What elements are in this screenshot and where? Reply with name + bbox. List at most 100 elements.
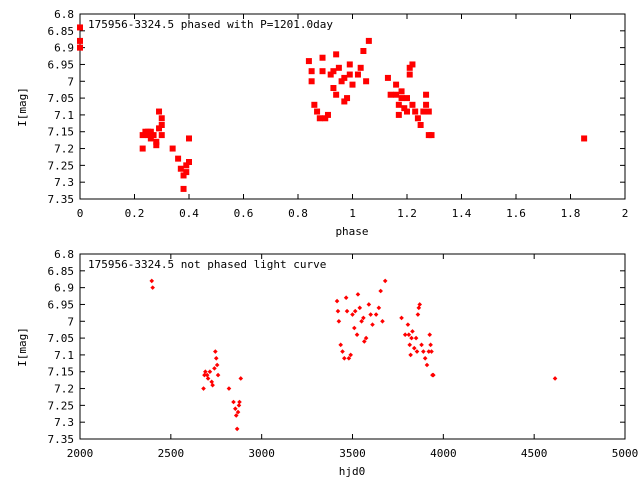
data-point <box>145 132 152 139</box>
data-point <box>350 312 355 317</box>
data-point <box>380 318 385 324</box>
data-point <box>308 78 315 85</box>
data-point <box>384 74 391 81</box>
data-point <box>77 37 83 44</box>
y-tick-label: 7.3 <box>54 176 74 189</box>
data-point <box>362 339 367 344</box>
data-point <box>212 366 217 371</box>
data-point <box>180 185 187 192</box>
y-axis-label: I[mag] <box>16 327 29 367</box>
data-point <box>233 406 238 412</box>
data-point <box>354 71 361 78</box>
data-point <box>234 426 240 432</box>
data-point <box>183 169 190 176</box>
x-tick-label: 1.6 <box>506 207 526 220</box>
data-point <box>423 101 430 108</box>
x-tick-label: 2500 <box>158 447 185 460</box>
data-point <box>419 342 424 348</box>
data-point <box>150 132 157 139</box>
data-point <box>411 345 417 351</box>
y-axis-label: I[mag] <box>16 87 29 127</box>
data-point <box>342 355 347 361</box>
data-point <box>395 101 402 108</box>
data-point <box>429 349 434 354</box>
data-point <box>231 399 236 405</box>
data-point <box>156 108 163 115</box>
data-point <box>214 362 220 368</box>
data-point <box>308 68 315 75</box>
data-point <box>425 108 432 115</box>
data-point <box>408 352 413 358</box>
data-point <box>338 78 345 85</box>
data-point <box>399 315 404 321</box>
data-point <box>343 295 349 301</box>
data-point <box>209 379 215 385</box>
data-point <box>333 91 340 98</box>
data-point <box>426 349 432 354</box>
x-tick-label: 0.6 <box>234 207 254 220</box>
data-point <box>202 372 207 378</box>
data-point <box>357 64 364 71</box>
data-point <box>416 305 422 311</box>
data-point <box>370 322 375 327</box>
data-point <box>333 51 340 58</box>
y-tick-label: 7.1 <box>54 349 74 362</box>
x-tick-label: 3500 <box>339 447 366 460</box>
data-point <box>77 44 83 51</box>
x-axis-label: hjd0 <box>339 465 366 478</box>
data-point <box>149 278 155 284</box>
x-tick-label: 0.8 <box>288 207 308 220</box>
data-point <box>407 342 413 348</box>
data-point <box>393 81 400 88</box>
y-tick-label: 6.9 <box>54 42 74 55</box>
data-point <box>201 386 206 391</box>
data-point <box>423 91 430 98</box>
data-point <box>334 298 340 304</box>
unphased-light-curve-panel: 175956-3324.5 not phased light curve hjd… <box>16 248 638 478</box>
y-tick-label: 7 <box>67 315 74 328</box>
data-point <box>378 288 383 294</box>
chart-title: 175956-3324.5 not phased light curve <box>88 258 326 271</box>
data-point <box>393 91 400 98</box>
data-point <box>186 135 192 142</box>
x-tick-label: 2000 <box>67 447 94 460</box>
x-tick-label: 2 <box>622 207 629 220</box>
data-point <box>336 318 342 324</box>
data-point <box>352 308 358 314</box>
data-point <box>363 335 369 341</box>
data-point <box>417 302 423 307</box>
data-point <box>404 95 410 102</box>
data-point <box>314 108 321 115</box>
data-point <box>406 71 413 78</box>
data-point <box>406 332 412 338</box>
data-point <box>373 312 379 317</box>
data-point <box>180 172 187 179</box>
data-point <box>405 322 411 327</box>
data-point <box>203 369 208 375</box>
data-point <box>427 332 433 338</box>
data-point <box>340 349 345 354</box>
x-tick-label: 1 <box>349 207 356 220</box>
y-tick-label: 6.8 <box>54 248 74 261</box>
data-point <box>147 135 154 142</box>
data-point <box>327 71 334 78</box>
y-tick-label: 7.25 <box>48 399 75 412</box>
data-point <box>153 142 160 149</box>
data-point <box>368 312 373 317</box>
data-point <box>316 115 323 122</box>
data-point <box>346 71 353 78</box>
data-point <box>363 78 370 85</box>
data-point <box>158 132 165 139</box>
data-point <box>352 325 357 331</box>
data-point <box>398 95 405 102</box>
y-tick-label: 7.3 <box>54 416 74 429</box>
x-tick-label: 1.8 <box>561 207 581 220</box>
data-point <box>428 342 433 348</box>
data-point <box>186 159 192 165</box>
y-tick-label: 7 <box>67 75 74 88</box>
data-point <box>406 64 413 71</box>
data-point <box>424 362 430 368</box>
y-tick-label: 6.85 <box>48 265 75 278</box>
data-points <box>77 24 588 192</box>
